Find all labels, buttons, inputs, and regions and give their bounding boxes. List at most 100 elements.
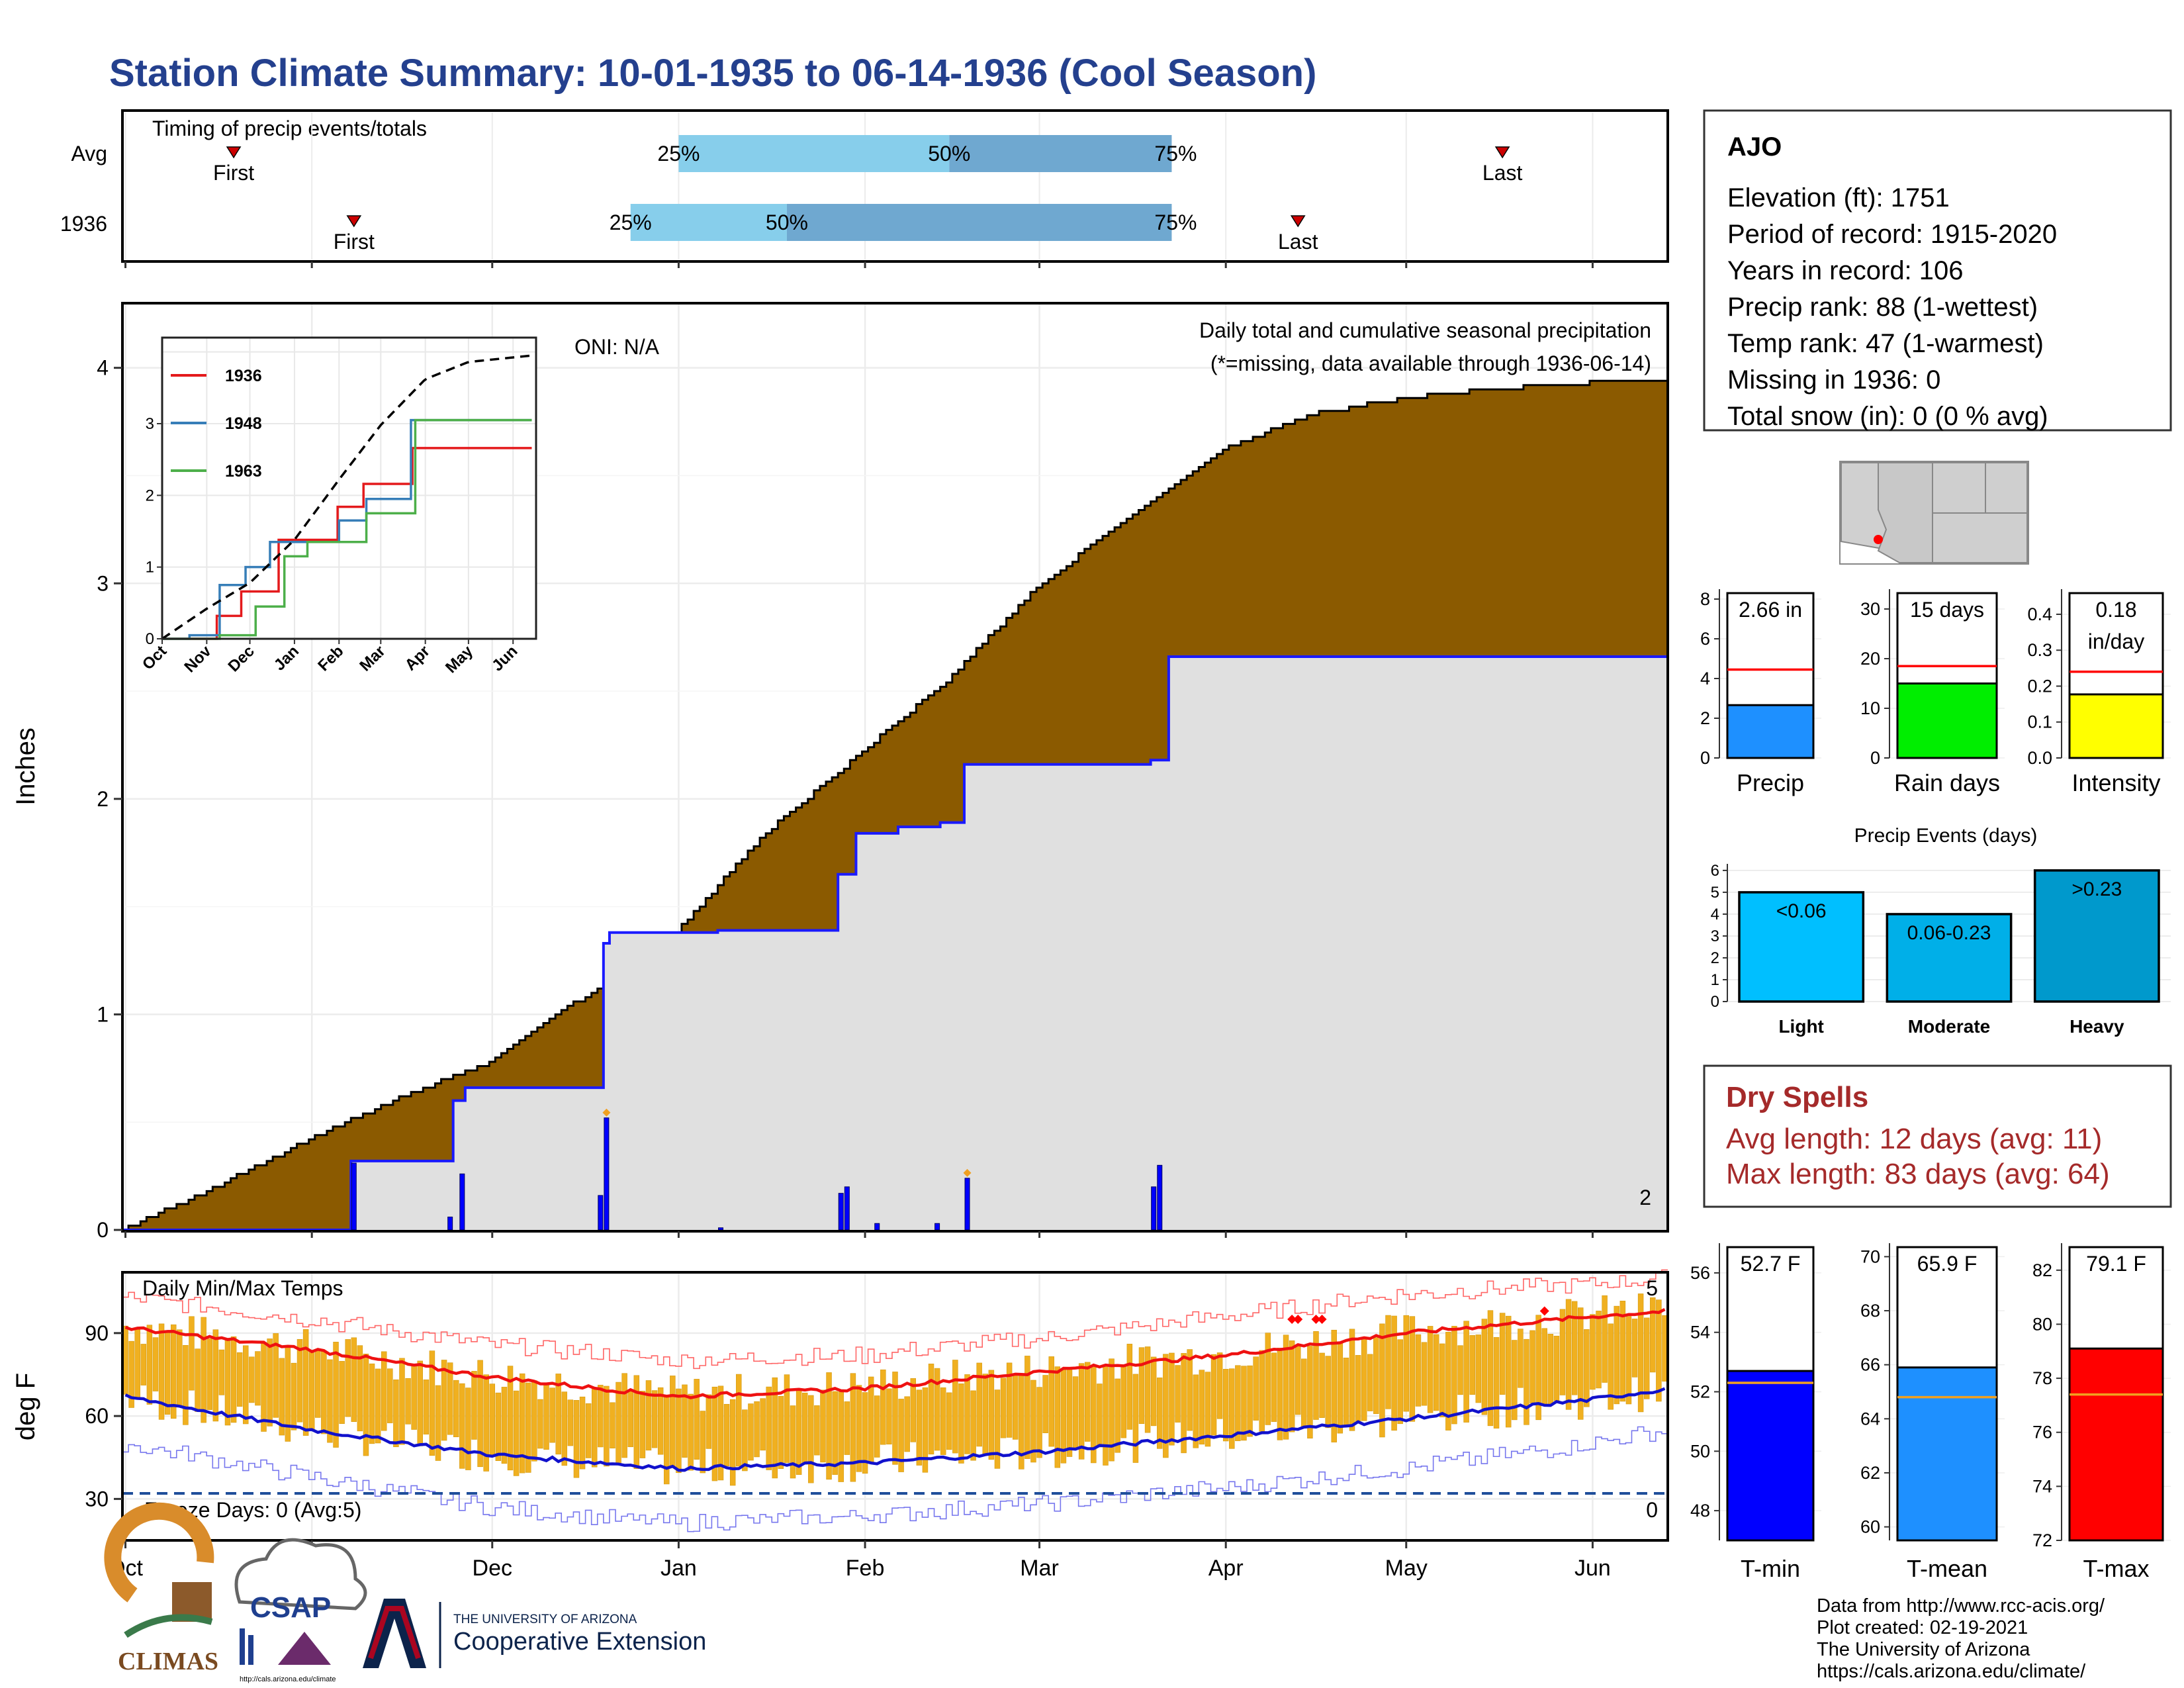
daily-temp-bar bbox=[1559, 1309, 1566, 1395]
daily-temp-bar bbox=[1000, 1378, 1007, 1438]
inset-y-tick-label: 3 bbox=[146, 415, 154, 433]
summary-bar-y-tick-label: 52 bbox=[1690, 1382, 1710, 1402]
daily-temp-bar bbox=[513, 1390, 520, 1476]
daily-temp-bar bbox=[531, 1380, 537, 1462]
daily-temp-bar bbox=[315, 1350, 321, 1418]
daily-temp-bar bbox=[1614, 1305, 1620, 1405]
daily-temp-bar bbox=[826, 1372, 832, 1480]
dry-spells-frame bbox=[1703, 1064, 2172, 1208]
daily-temp-bar bbox=[1379, 1323, 1385, 1438]
daily-temp-bar bbox=[435, 1385, 441, 1461]
daily-temp-bar bbox=[321, 1351, 327, 1434]
daily-temp-bar bbox=[940, 1387, 946, 1455]
daily-temp-bar bbox=[164, 1330, 171, 1415]
inset-lines bbox=[161, 354, 532, 640]
summary-bar-y-tick-label: 64 bbox=[1860, 1409, 1880, 1429]
csap-logo-url: http://cals.arizona.edu/climate bbox=[240, 1675, 336, 1683]
daily-temp-bar bbox=[742, 1409, 748, 1472]
daily-temp-bar bbox=[1325, 1356, 1331, 1429]
csap-logo-mountain bbox=[278, 1632, 331, 1665]
daily-temp-bar bbox=[1571, 1301, 1578, 1395]
precip-events-bar bbox=[1886, 913, 2013, 1003]
precip-events-x-label: Heavy bbox=[2070, 1016, 2124, 1037]
precip-events-y-tick-label: 4 bbox=[1711, 906, 1719, 923]
daily-temp-bar bbox=[1656, 1299, 1662, 1402]
daily-temp-bar bbox=[555, 1374, 561, 1455]
daily-temp-bar bbox=[688, 1393, 694, 1471]
daily-temp-bar bbox=[1235, 1365, 1241, 1441]
daily-temp-bar bbox=[723, 1403, 730, 1466]
daily-temp-bar bbox=[1120, 1364, 1126, 1438]
daily-temp-bar bbox=[1596, 1311, 1602, 1389]
daily-temp-bar bbox=[1349, 1329, 1355, 1431]
csap-logo-bar bbox=[240, 1628, 245, 1665]
daily-temp-bar bbox=[748, 1403, 754, 1461]
daily-temp-bar bbox=[1313, 1331, 1319, 1420]
precip-corner-count: 2 bbox=[1639, 1186, 1651, 1209]
record-high-marker bbox=[1293, 1314, 1303, 1324]
daily-temp-bar bbox=[363, 1354, 369, 1456]
daily-temp-bar bbox=[1463, 1321, 1469, 1423]
daily-temp-bar bbox=[1066, 1368, 1073, 1457]
timing-bar-50-75 bbox=[786, 204, 1172, 241]
station-snow: Total snow (in): 0 (0 % avg) bbox=[1727, 402, 2048, 431]
daily-temp-bar bbox=[230, 1336, 237, 1423]
summary-bar-value bbox=[2068, 693, 2164, 759]
summary-bar-value-label: 2.66 in bbox=[1739, 598, 1802, 622]
summary-bar-y-tick-label: 10 bbox=[1860, 698, 1880, 718]
daily-temp-bar bbox=[754, 1401, 760, 1458]
temperature-x-tick-label: Jan bbox=[660, 1556, 697, 1581]
climas-logo-text: CLIMAS bbox=[118, 1648, 218, 1675]
summary-bar-value-label: 52.7 F bbox=[1741, 1252, 1801, 1276]
precip-y-axis: 0 1 2 3 4 bbox=[97, 356, 1594, 1242]
daily-temp-bar bbox=[477, 1360, 483, 1468]
station-info-box: AJO Elevation (ft): 1751 Period of recor… bbox=[1703, 109, 2172, 432]
daily-temp-bar bbox=[573, 1400, 580, 1478]
precip-events-chart: Precip Events (days) 0 1 2 3 4 5 6 <0.06 Light 0.… bbox=[1711, 825, 2171, 1037]
daily-temp-bar bbox=[417, 1360, 423, 1446]
station-period: Period of record: 1915-2020 bbox=[1727, 220, 2057, 249]
daily-temp-bar bbox=[393, 1379, 399, 1448]
daily-temp-bar bbox=[892, 1372, 898, 1465]
temperature-bar-charts: 48 50 52 54 56 52.7 F T-min 60 62 64 66 68 70 65.9 F T… bbox=[1690, 1243, 2171, 1582]
daily-temp-bar bbox=[934, 1368, 940, 1451]
daily-precip-bar bbox=[718, 1227, 724, 1231]
daily-temp-bar bbox=[1301, 1358, 1307, 1429]
summary-bar-y-tick-label: 8 bbox=[1700, 589, 1710, 609]
daily-temp-bar bbox=[928, 1364, 934, 1455]
daily-temp-bar bbox=[255, 1351, 261, 1406]
daily-temp-bar bbox=[886, 1388, 892, 1445]
first-event-marker bbox=[346, 215, 362, 228]
summary-bar-y-tick-label: 54 bbox=[1690, 1323, 1710, 1342]
summary-bar-y-tick-label: 48 bbox=[1690, 1501, 1710, 1521]
daily-temp-bar bbox=[832, 1391, 838, 1475]
daily-temp-bar bbox=[1030, 1380, 1036, 1463]
daily-temp-bar bbox=[357, 1345, 363, 1432]
summary-bar-y-tick-label: 80 bbox=[2032, 1314, 2052, 1334]
daily-temp-bar bbox=[1163, 1354, 1169, 1458]
daily-temp-bar bbox=[988, 1370, 995, 1460]
page-title: Station Climate Summary: 10-01-1935 to 0… bbox=[109, 52, 1316, 95]
summary-bar-t-mean: 60 62 64 66 68 70 65.9 F T-mean bbox=[1860, 1243, 2005, 1582]
record-high-marker bbox=[1287, 1314, 1297, 1324]
daily-temp-bar bbox=[670, 1376, 676, 1466]
daily-precip-bar bbox=[934, 1223, 940, 1231]
daily-temp-bar bbox=[327, 1359, 333, 1443]
precip-plot bbox=[122, 379, 1669, 1231]
daily-temp-bar bbox=[1103, 1365, 1109, 1466]
precip-panel-frame bbox=[121, 302, 1669, 1233]
daily-temp-bar bbox=[1319, 1352, 1325, 1418]
summary-bar-value-label: 79.1 F bbox=[2086, 1252, 2146, 1276]
csap-logo: CSAP http://cals.arizona.edu/climate bbox=[234, 1538, 367, 1683]
daily-temp-bar bbox=[1643, 1317, 1650, 1399]
summary-bar-value bbox=[1726, 1370, 1815, 1542]
observed-cumulative-line bbox=[122, 655, 1668, 1231]
daily-temp-bar bbox=[651, 1390, 658, 1448]
daily-temp-bar bbox=[1451, 1326, 1457, 1425]
daily-temp-bar bbox=[453, 1380, 459, 1438]
inset-y-tick-label: 0 bbox=[146, 630, 154, 648]
inset-series-line bbox=[162, 447, 532, 640]
daily-temp-bar bbox=[717, 1385, 724, 1481]
daily-temp-bar bbox=[916, 1389, 923, 1466]
daily-temp-bar bbox=[195, 1348, 201, 1412]
